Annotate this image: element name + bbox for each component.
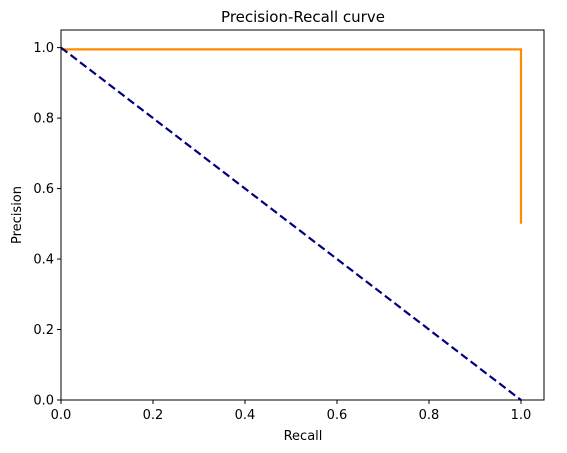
y-tick-label: 0.4 [33, 253, 54, 268]
y-axis-ticks: 0.0 0.2 0.4 0.6 0.8 1.0 [33, 41, 61, 409]
y-tick-label: 0.2 [33, 323, 54, 338]
x-axis-label: Recall [284, 429, 323, 444]
series-line-0 [61, 48, 523, 224]
series-line-1 [60, 46, 522, 401]
chart-title: Precision-Recall curve [221, 8, 385, 26]
y-tick-label: 0.6 [33, 182, 54, 197]
x-tick-label: 0.4 [235, 408, 256, 423]
x-tick-label: 0.0 [51, 408, 72, 423]
plot-frame [60, 29, 545, 401]
x-axis-ticks: 0.0 0.2 0.4 0.6 0.8 1.0 [51, 400, 532, 423]
y-tick-label: 0.0 [33, 394, 54, 409]
y-axis-label: Precision [10, 186, 25, 244]
x-tick-label: 0.2 [143, 408, 164, 423]
x-tick-label: 0.8 [419, 408, 440, 423]
y-tick-label: 1.0 [33, 41, 54, 56]
x-tick-label: 1.0 [511, 408, 532, 423]
series-layer [60, 46, 523, 401]
y-tick-label: 0.8 [33, 112, 54, 127]
x-tick-label: 0.6 [327, 408, 348, 423]
